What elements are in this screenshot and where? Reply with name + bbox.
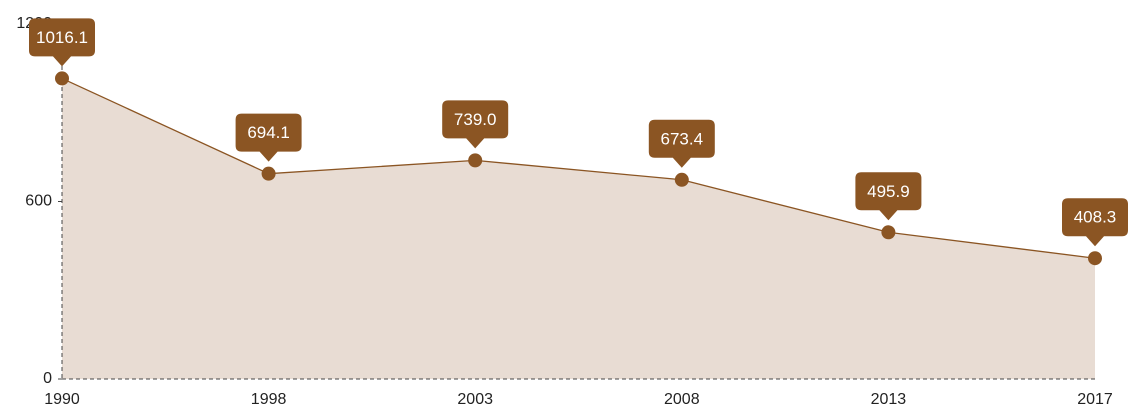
value-label: 1016.1 — [36, 28, 88, 47]
label-box — [648, 119, 715, 168]
label-box — [29, 18, 95, 67]
point — [1088, 251, 1102, 266]
label-box — [1062, 198, 1128, 247]
y-tick-label: 600 — [25, 193, 52, 210]
point — [55, 71, 69, 86]
value-label: 739.0 — [454, 110, 497, 129]
x-tick-label: 2008 — [664, 391, 700, 408]
point — [468, 153, 483, 168]
value-label: 694.1 — [247, 123, 290, 142]
x-tick-label: 2017 — [1077, 391, 1113, 408]
point — [881, 225, 896, 240]
label-box — [235, 113, 302, 162]
area — [62, 78, 1095, 379]
x-tick-label: 1990 — [44, 391, 80, 408]
label-box — [442, 100, 509, 149]
y-tick-label: 0 — [43, 370, 52, 387]
line — [61, 77, 1096, 259]
point — [261, 166, 276, 181]
x-tick-label: 2003 — [457, 391, 493, 408]
x-tick-label: 2013 — [871, 391, 907, 408]
value-label: 673.4 — [661, 129, 704, 148]
value-label: 408.3 — [1074, 208, 1117, 227]
x-tick-label: 1998 — [251, 391, 287, 408]
point — [674, 172, 689, 187]
label-box — [855, 172, 922, 221]
value-label: 495.9 — [867, 182, 910, 201]
